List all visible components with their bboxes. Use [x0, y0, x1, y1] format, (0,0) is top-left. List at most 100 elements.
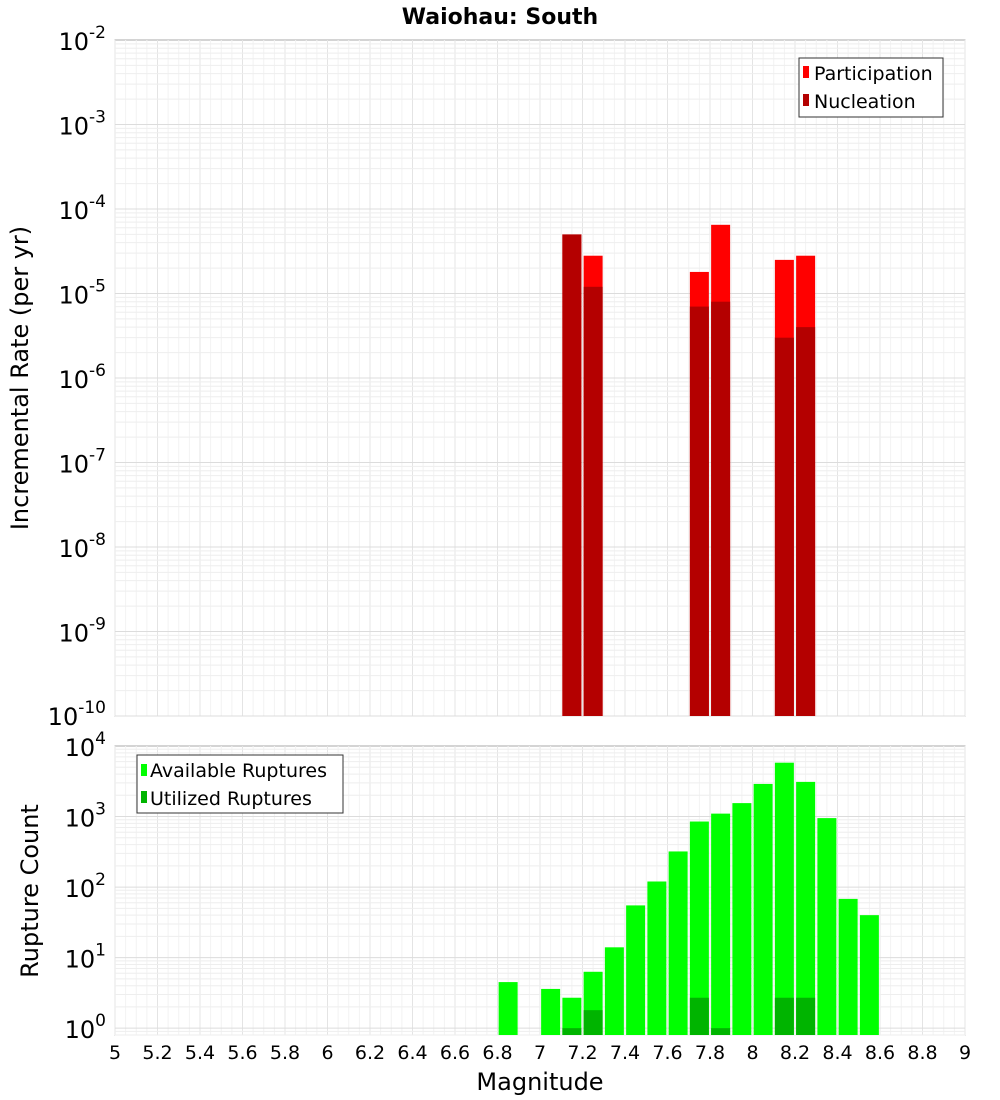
x-tick-label: 5.6 — [227, 1042, 257, 1064]
y-tick-base: 10 — [48, 703, 79, 731]
y-tick-exponent: -4 — [89, 192, 106, 212]
y-tick-label: 103 — [65, 800, 106, 833]
bottom-bars — [498, 762, 879, 1035]
available-ruptures-bar — [838, 898, 858, 1035]
x-tick-label: 8.6 — [865, 1042, 895, 1064]
x-tick-label: 7.8 — [695, 1042, 725, 1064]
nucleation-bar — [711, 301, 731, 716]
y-tick-label: 10-2 — [59, 23, 107, 56]
utilized-ruptures-bar — [583, 1010, 603, 1035]
available-ruptures-bar — [562, 997, 582, 1035]
y-tick-exponent: -9 — [89, 615, 106, 635]
y-tick-label: 100 — [65, 1011, 106, 1044]
y-tick-base: 10 — [59, 535, 90, 563]
y-tick-exponent: 2 — [95, 870, 106, 890]
y-tick-base: 10 — [59, 28, 90, 56]
y-tick-exponent: -3 — [89, 108, 106, 128]
legend-label-participation: Participation — [814, 63, 933, 85]
y-tick-base: 10 — [65, 946, 96, 974]
x-tick-label: 7.6 — [652, 1042, 682, 1064]
bottom-legend: Available Ruptures Utilized Ruptures — [136, 754, 344, 814]
y-tick-base: 10 — [59, 282, 90, 310]
y-tick-base: 10 — [59, 113, 90, 141]
bottom-legend-box — [136, 754, 344, 814]
nucleation-bar — [689, 306, 709, 716]
top-legend-box — [798, 57, 944, 118]
x-tick-label: 7 — [534, 1042, 546, 1064]
top-legend: Participation Nucleation — [798, 57, 944, 118]
y-tick-exponent: 4 — [95, 729, 106, 749]
x-tick-label: 6 — [321, 1042, 333, 1064]
available-ruptures-bar — [647, 881, 667, 1035]
top-y-axis-label: Incremental Rate (per yr) — [6, 226, 34, 530]
y-tick-exponent: 0 — [95, 1011, 106, 1031]
y-tick-exponent: -2 — [89, 23, 106, 43]
y-tick-label: 102 — [65, 870, 106, 903]
x-tick-label: 9 — [959, 1042, 971, 1064]
nucleation-bar — [774, 337, 794, 716]
x-tick-label: 8.4 — [822, 1042, 852, 1064]
legend-swatch-participation — [803, 66, 809, 78]
nucleation-bar — [562, 234, 582, 717]
x-axis-label: Magnitude — [476, 1068, 603, 1096]
available-ruptures-bar — [689, 821, 709, 1035]
available-ruptures-bar — [668, 851, 688, 1035]
y-tick-label: 10-3 — [59, 108, 107, 141]
utilized-ruptures-bar — [774, 997, 794, 1035]
x-tick-label: 7.2 — [567, 1042, 597, 1064]
x-tick-label: 8.2 — [780, 1042, 810, 1064]
y-tick-label: 10-6 — [59, 361, 107, 394]
nucleation-bar — [796, 327, 816, 716]
top-gridlines — [114, 40, 966, 717]
x-tick-label: 6.8 — [482, 1042, 512, 1064]
chart-title: Waiohau: South — [402, 5, 598, 30]
available-ruptures-bar — [859, 915, 879, 1035]
y-tick-label: 104 — [65, 729, 106, 762]
legend-swatch-nucleation — [803, 94, 809, 106]
y-tick-exponent: -8 — [89, 530, 106, 550]
y-tick-base: 10 — [65, 875, 96, 903]
available-ruptures-bar — [817, 818, 837, 1035]
available-ruptures-bar — [753, 783, 773, 1035]
y-tick-exponent: -10 — [78, 698, 106, 718]
y-tick-exponent: 3 — [95, 800, 106, 820]
y-tick-base: 10 — [65, 734, 96, 762]
nucleation-bar — [583, 286, 603, 716]
legend-swatch-utilized-ruptures — [141, 791, 147, 803]
y-tick-label: 10-4 — [59, 192, 107, 225]
utilized-ruptures-bar — [796, 997, 816, 1035]
y-tick-base: 10 — [59, 197, 90, 225]
bottom-y-axis-label: Rupture Count — [16, 804, 44, 978]
y-tick-exponent: -6 — [89, 361, 106, 381]
available-ruptures-bar — [796, 781, 816, 1035]
y-tick-base: 10 — [59, 451, 90, 479]
x-tick-label: 5.8 — [270, 1042, 300, 1064]
top-bars — [562, 224, 816, 717]
y-tick-label: 10-8 — [59, 530, 107, 563]
x-tick-label: 6.6 — [440, 1042, 470, 1064]
y-tick-exponent: -7 — [89, 446, 106, 466]
y-tick-base: 10 — [59, 366, 90, 394]
x-tick-label: 8.8 — [907, 1042, 937, 1064]
y-tick-base: 10 — [65, 1016, 96, 1044]
legend-label-available-ruptures: Available Ruptures — [150, 760, 327, 782]
available-ruptures-bar — [626, 905, 646, 1035]
available-ruptures-bar — [732, 803, 752, 1035]
y-tick-exponent: -5 — [89, 277, 106, 297]
x-tick-label: 5 — [109, 1042, 121, 1064]
y-tick-label: 101 — [65, 941, 106, 974]
legend-label-utilized-ruptures: Utilized Ruptures — [150, 788, 312, 810]
available-ruptures-bar — [711, 813, 731, 1035]
legend-swatch-available-ruptures — [141, 764, 147, 776]
available-ruptures-bar — [604, 947, 624, 1035]
x-tick-label: 6.4 — [397, 1042, 427, 1064]
x-tick-labels: 5 5.2 5.4 5.6 5.8 6 6.2 6.4 6.6 6.8 7 7.2 7.4 7.6 7.8 8… — [109, 1042, 971, 1064]
x-tick-label: 8 — [746, 1042, 758, 1064]
y-tick-base: 10 — [59, 620, 90, 648]
y-tick-label: 10-9 — [59, 615, 107, 648]
legend-label-nucleation: Nucleation — [814, 91, 916, 113]
y-tick-label: 10-7 — [59, 446, 107, 479]
